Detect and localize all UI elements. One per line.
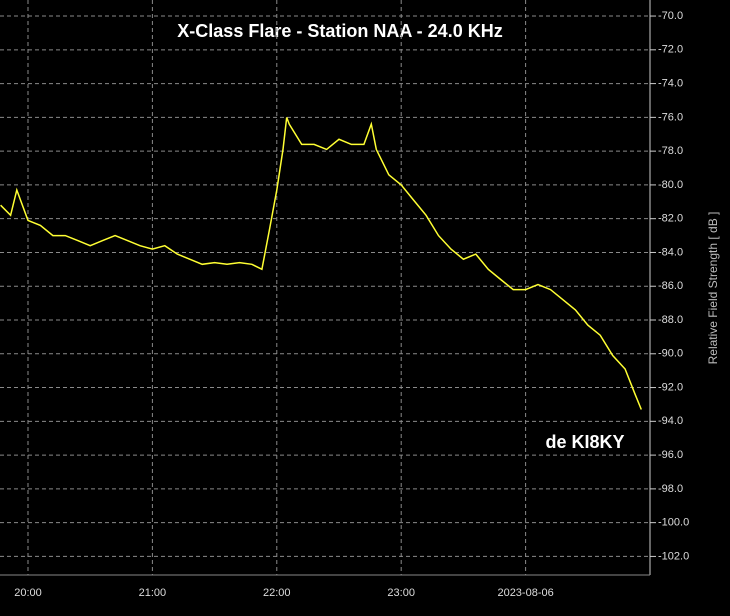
x-tick-label: 20:00 bbox=[14, 587, 42, 599]
y-tick-label: -86.0 bbox=[658, 280, 683, 292]
y-tick-label: -72.0 bbox=[658, 44, 683, 56]
annotation: de KI8KY bbox=[545, 432, 624, 452]
x-tick-label: 23:00 bbox=[387, 587, 415, 599]
y-tick-label: -82.0 bbox=[658, 213, 683, 225]
y-tick-label: -84.0 bbox=[658, 246, 683, 258]
y-tick-label: -94.0 bbox=[658, 415, 683, 427]
y-tick-label: -100.0 bbox=[658, 517, 689, 529]
y-tick-label: -70.0 bbox=[658, 10, 683, 22]
y-axis-label: Relative Field Strength [ dB ] bbox=[706, 212, 720, 365]
y-tick-label: -74.0 bbox=[658, 77, 683, 89]
y-tick-label: -76.0 bbox=[658, 111, 683, 123]
y-tick-label: -98.0 bbox=[658, 483, 683, 495]
y-tick-label: -96.0 bbox=[658, 449, 683, 461]
x-tick-label: 21:00 bbox=[139, 587, 167, 599]
y-tick-label: -88.0 bbox=[658, 314, 683, 326]
data-line bbox=[0, 117, 642, 410]
x-tick-label: 22:00 bbox=[263, 587, 291, 599]
y-tick-label: -78.0 bbox=[658, 145, 683, 157]
y-tick-label: -92.0 bbox=[658, 381, 683, 393]
y-tick-label: -80.0 bbox=[658, 179, 683, 191]
chart-title: X-Class Flare - Station NAA - 24.0 KHz bbox=[177, 21, 502, 41]
y-tick-label: -102.0 bbox=[658, 550, 689, 562]
y-tick-label: -90.0 bbox=[658, 348, 683, 360]
x-tick-label: 2023-08-06 bbox=[497, 587, 553, 599]
